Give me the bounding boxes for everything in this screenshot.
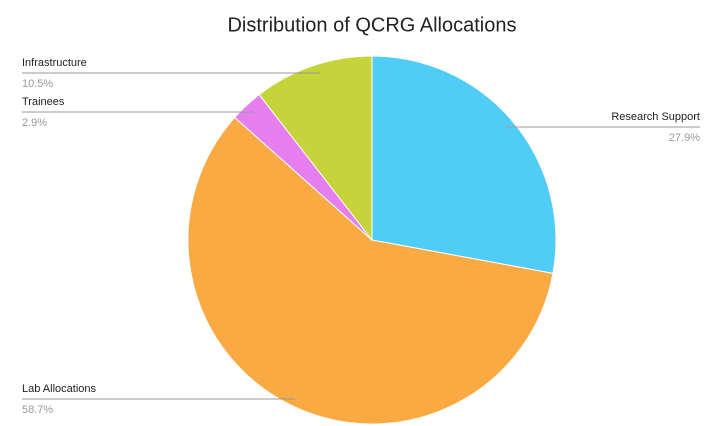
value-label: 2.9%	[22, 117, 47, 129]
slice-label: Infrastructure	[22, 57, 87, 69]
pie-slice	[187, 116, 554, 425]
value-label: 27.9%	[669, 132, 700, 144]
pie-slice	[371, 55, 557, 274]
slice-label: Research Support	[611, 111, 700, 123]
chart-title: Distribution of QCRG Allocations	[227, 14, 516, 36]
slice-label: Trainees	[22, 96, 65, 108]
value-label: 58.7%	[22, 404, 53, 416]
pie-slice	[258, 55, 373, 242]
value-label: 10.5%	[22, 78, 53, 90]
slice-label: Lab Allocations	[22, 383, 96, 395]
